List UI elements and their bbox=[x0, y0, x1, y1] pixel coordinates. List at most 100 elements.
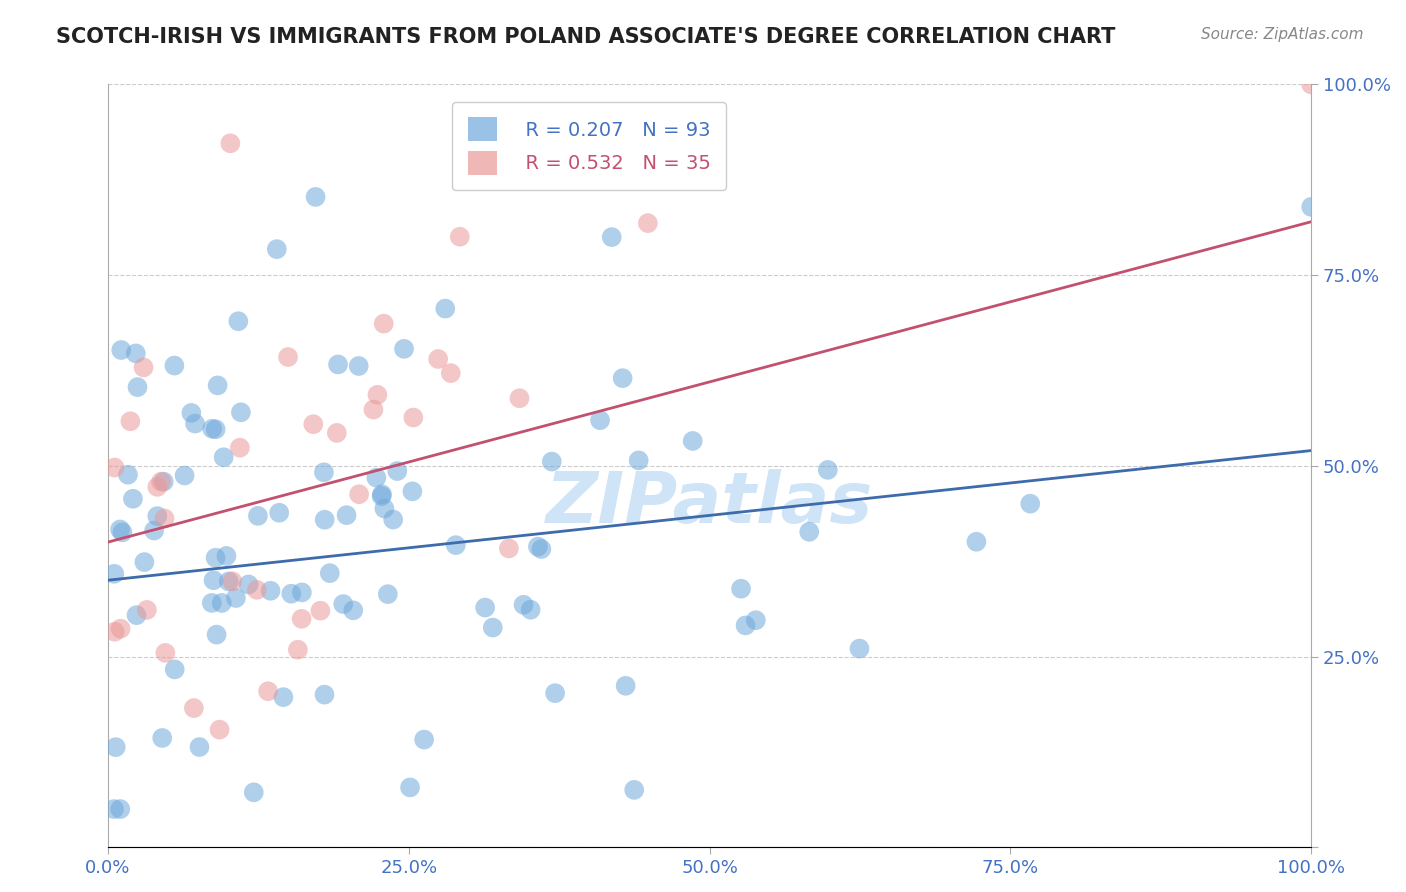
Text: Source: ZipAtlas.com: Source: ZipAtlas.com bbox=[1201, 27, 1364, 42]
Point bbox=[146, 509, 169, 524]
Point bbox=[135, 603, 157, 617]
Point bbox=[481, 621, 503, 635]
Point bbox=[314, 513, 336, 527]
Point bbox=[180, 406, 202, 420]
Point bbox=[399, 780, 422, 795]
Point bbox=[204, 422, 226, 436]
Point bbox=[205, 627, 228, 641]
Point bbox=[103, 460, 125, 475]
Point bbox=[965, 534, 987, 549]
Point bbox=[444, 538, 467, 552]
Point bbox=[449, 229, 471, 244]
Point bbox=[370, 489, 392, 503]
Point bbox=[848, 641, 870, 656]
Point bbox=[745, 613, 768, 627]
Point bbox=[202, 573, 225, 587]
Point bbox=[211, 596, 233, 610]
Point bbox=[246, 582, 269, 597]
Point bbox=[612, 371, 634, 385]
Point bbox=[125, 608, 148, 623]
Point bbox=[508, 391, 530, 405]
Text: ZIPatlas: ZIPatlas bbox=[546, 469, 873, 539]
Point bbox=[401, 484, 423, 499]
Point bbox=[184, 417, 207, 431]
Point bbox=[188, 739, 211, 754]
Point bbox=[817, 463, 839, 477]
Point bbox=[120, 414, 142, 428]
Point bbox=[221, 574, 243, 589]
Point bbox=[413, 732, 436, 747]
Point bbox=[335, 508, 357, 523]
Point bbox=[229, 441, 252, 455]
Point bbox=[228, 314, 250, 328]
Point bbox=[544, 686, 567, 700]
Point bbox=[373, 317, 395, 331]
Point bbox=[730, 582, 752, 596]
Text: SCOTCH-IRISH VS IMMIGRANTS FROM POLAND ASSOCIATE'S DEGREE CORRELATION CHART: SCOTCH-IRISH VS IMMIGRANTS FROM POLAND A… bbox=[56, 27, 1115, 46]
Point bbox=[201, 422, 224, 436]
Point bbox=[104, 624, 127, 639]
Point bbox=[540, 454, 562, 468]
Point bbox=[326, 425, 349, 440]
Point bbox=[122, 491, 145, 506]
Point bbox=[269, 506, 291, 520]
Point bbox=[382, 512, 405, 526]
Point bbox=[146, 480, 169, 494]
Point bbox=[155, 646, 177, 660]
Point bbox=[259, 583, 281, 598]
Point bbox=[366, 470, 388, 484]
Point bbox=[312, 465, 335, 479]
Point bbox=[347, 359, 370, 373]
Point bbox=[347, 487, 370, 501]
Point bbox=[111, 525, 134, 540]
Point bbox=[474, 600, 496, 615]
Point bbox=[208, 723, 231, 737]
Point bbox=[183, 701, 205, 715]
Point bbox=[215, 549, 238, 563]
Point bbox=[342, 603, 364, 617]
Point bbox=[132, 360, 155, 375]
Point bbox=[427, 351, 450, 366]
Point bbox=[377, 587, 399, 601]
Point bbox=[530, 542, 553, 557]
Point bbox=[201, 596, 224, 610]
Point bbox=[402, 410, 425, 425]
Point bbox=[273, 690, 295, 705]
Point bbox=[799, 524, 821, 539]
Point bbox=[498, 541, 520, 556]
Point bbox=[266, 242, 288, 256]
Point bbox=[440, 366, 463, 380]
Point bbox=[371, 487, 394, 501]
Point bbox=[363, 402, 385, 417]
Point bbox=[366, 388, 388, 402]
Point bbox=[153, 511, 176, 525]
Point bbox=[319, 566, 342, 581]
Point bbox=[373, 501, 395, 516]
Point bbox=[204, 550, 226, 565]
Point bbox=[110, 622, 132, 636]
Point bbox=[152, 475, 174, 489]
Point bbox=[434, 301, 457, 316]
Point bbox=[163, 662, 186, 676]
Point bbox=[392, 342, 415, 356]
Point bbox=[207, 378, 229, 392]
Point bbox=[614, 679, 637, 693]
Point bbox=[309, 604, 332, 618]
Point bbox=[219, 136, 242, 151]
Point bbox=[127, 380, 149, 394]
Point bbox=[150, 475, 173, 489]
Point bbox=[734, 618, 756, 632]
Point bbox=[512, 598, 534, 612]
Point bbox=[287, 642, 309, 657]
Point bbox=[229, 405, 252, 419]
Point bbox=[332, 597, 354, 611]
Point bbox=[103, 802, 125, 816]
Point bbox=[304, 190, 326, 204]
Point bbox=[326, 358, 349, 372]
Point bbox=[1019, 497, 1042, 511]
Point bbox=[110, 802, 132, 816]
Point bbox=[117, 467, 139, 482]
Point bbox=[637, 216, 659, 230]
Point bbox=[143, 524, 166, 538]
Point bbox=[277, 350, 299, 364]
